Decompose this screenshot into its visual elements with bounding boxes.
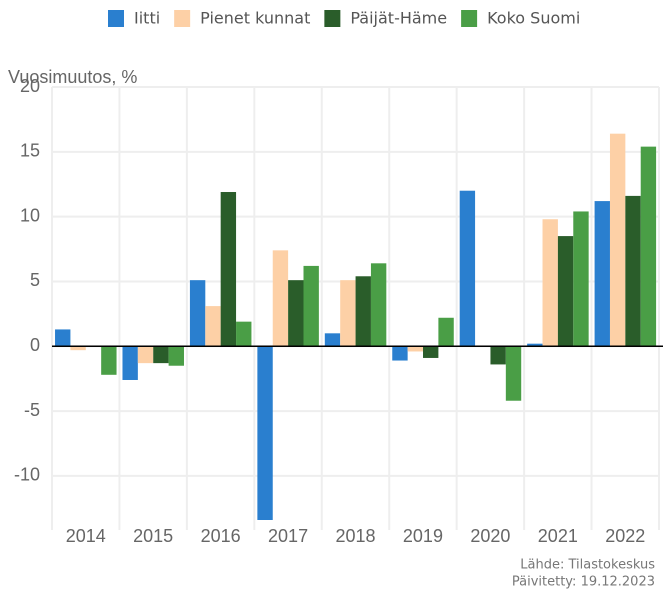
legend-label: Iitti [134,9,160,28]
x-tick-label: 2018 [335,526,375,546]
x-tick-label: 2020 [470,526,510,546]
bar [272,250,289,347]
bar [220,192,237,347]
legend-swatch [108,10,124,27]
y-tick-label: 15 [20,141,40,161]
bars [55,133,657,520]
bar [288,280,304,347]
bar [257,346,273,520]
bar [392,346,408,361]
bar [324,333,341,347]
x-tick-label: 2014 [66,526,106,546]
bar [573,211,589,347]
source: Lähde: Tilastokeskus [520,558,655,573]
bar [340,280,356,347]
y-tick-label: 5 [30,270,40,290]
bar [438,317,454,347]
bar [640,146,657,347]
bar [101,346,117,375]
bar [505,346,522,401]
bar [236,321,252,347]
x-tick-label: 2016 [201,526,241,546]
bar [557,236,574,347]
y-tick-label: 20 [20,76,40,96]
bar [594,201,610,347]
bar [370,263,387,347]
bar [355,276,371,347]
bar [122,346,138,380]
x-tick-label: 2019 [403,526,443,546]
bar [70,346,86,351]
updated: Päivitetty: 19.12.2023 [512,575,655,590]
legend-label: Päijät-Häme [350,9,447,28]
y-tick-label: -10 [14,465,40,485]
x-tick-label: 2015 [133,526,173,546]
bar [137,346,154,364]
bar [625,195,641,347]
x-tick-label: 2021 [538,526,578,546]
legend-swatch [324,10,341,27]
bar [490,346,506,365]
legend-swatch [461,10,478,27]
bar [205,306,221,347]
bar [407,346,424,352]
y-tick-label: 0 [30,335,40,355]
bar [153,346,169,364]
y-tick-label: 10 [20,205,40,225]
bar [542,219,558,347]
legend-label: Pienet kunnat [200,9,310,28]
legend-label: Koko Suomi [487,9,580,28]
bar [527,343,543,347]
y-tick-label: -5 [24,400,40,420]
x-tick-label: 2022 [605,526,645,546]
x-tick-label: 2017 [268,526,308,546]
bar [189,280,206,347]
bar [609,133,626,347]
bar [168,346,184,366]
bar [423,346,439,358]
legend-swatch [174,10,191,27]
bar [55,329,71,347]
y-axis-label: Vuosimuutos, % [8,67,137,87]
bar [303,265,319,347]
bar [459,190,476,347]
